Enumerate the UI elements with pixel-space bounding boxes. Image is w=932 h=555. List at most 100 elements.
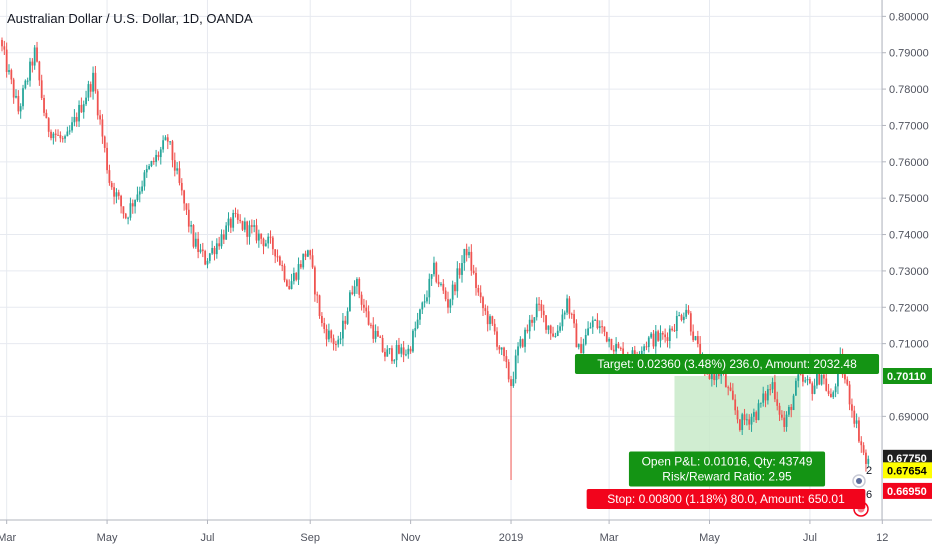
candle-body [690,313,692,331]
candle-body [132,203,134,206]
candle-body [526,330,528,331]
candle-body [811,383,813,394]
candle-body [239,220,241,221]
candle-body [421,303,423,310]
x-tick-label: Sep [300,532,320,544]
candle-body [223,234,225,239]
candle-body [846,379,848,384]
candle-body [365,308,367,312]
candle-body [692,331,694,340]
candle-body [295,273,297,280]
candle-body [302,254,304,268]
candle-body [256,225,258,240]
candle-body [351,292,353,294]
candle-body [272,238,274,250]
candle-body [363,305,365,308]
candle-body [244,221,246,229]
candle-body [59,135,61,138]
candle-body [566,298,568,312]
candle-body [835,386,837,392]
x-tick-label: Nov [401,532,421,544]
candle-body [438,282,440,284]
candle-body [487,311,489,324]
candle-body [298,264,300,280]
candle-body [746,419,748,420]
candle-body [344,321,346,324]
candle-body [730,388,732,391]
candle-body [604,327,606,332]
y-tick-label: 0.78000 [889,84,929,96]
y-tick-label: 0.79000 [889,48,929,60]
y-tick-label: 0.73000 [889,266,929,278]
candle-body [326,329,328,339]
candle-body [554,336,556,337]
candle-body [804,380,806,381]
y-tick-label: 0.72000 [889,302,929,314]
candle-body [321,316,323,323]
pl-label-text: Open P&L: 0.01016, Qty: 43749 [642,455,813,469]
candle-body [494,324,496,332]
candle-body [533,317,535,323]
candle-body [510,379,512,386]
candle-body [711,374,713,379]
candle-body [162,140,164,149]
candle-body [459,268,461,275]
candle-body [461,263,463,275]
candle-body [477,288,479,292]
candle-body [741,414,743,430]
candle-body [587,328,589,335]
candle-body [375,331,377,339]
candle-body [188,210,190,227]
candle-body [99,115,101,119]
candle-body [211,248,213,253]
candle-body [851,404,853,410]
candle-body [664,335,666,338]
candle-body [620,348,622,349]
candle-body [681,315,683,320]
candle-body [807,379,809,380]
candle-body [788,407,790,415]
candle-body [435,263,437,282]
candle-body [667,337,669,341]
candle-body [279,257,281,266]
candle-body [38,62,40,81]
candle-body [146,169,148,172]
candle-body [172,141,174,160]
candle-body [382,338,384,352]
candle-body [482,297,484,308]
x-tick-label: 2019 [499,532,523,544]
candle-body [821,375,823,385]
candle-body [734,399,736,410]
candle-body [169,141,171,142]
candle-body [260,234,262,239]
candle-body [769,389,771,390]
candle-body [109,170,111,183]
candle-body [601,326,603,327]
candle-body [727,387,729,388]
y-tick-label: 0.76000 [889,157,929,169]
candle-body [814,386,816,394]
x-tick-label: Jul [200,532,214,544]
candle-body [20,106,22,111]
candle-body [583,344,585,353]
candle-body [45,113,47,118]
candle-body [368,311,370,325]
candle-body [90,84,92,92]
candle-body [148,166,150,169]
candle-body [550,326,552,334]
candle-body [797,374,799,381]
pl-label-text: Risk/Reward Ratio: 2.95 [662,470,792,484]
candle-body [569,298,571,313]
candle-body [197,239,199,252]
candle-body [221,234,223,246]
candle-body [470,252,472,271]
candle-body [216,243,218,254]
candle-body [288,286,290,289]
candle-body [779,406,781,415]
candle-body [576,323,578,347]
candle-body [524,330,526,347]
candle-body [218,243,220,246]
candle-body [62,138,64,139]
